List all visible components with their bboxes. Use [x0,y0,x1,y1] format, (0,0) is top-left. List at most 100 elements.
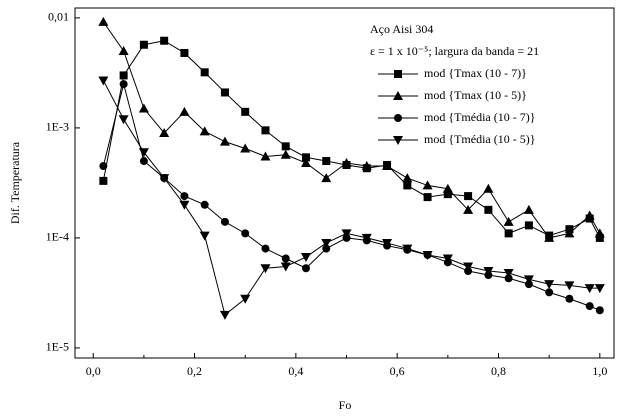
marker [219,310,230,320]
marker [99,176,108,185]
annotation: Aço Aisi 304 [370,22,433,36]
y-tick-label: 1E-4 [46,230,69,244]
marker [544,232,555,242]
y-tick-label: 1E-3 [46,120,69,134]
annotation: ε = 1 x 10⁻⁵; largura da banda = 21 [370,44,539,58]
marker [179,106,190,116]
marker [402,173,413,183]
marker [504,274,513,283]
marker [585,302,594,311]
marker [220,217,229,226]
y-tick-label: 1E-5 [46,340,69,354]
marker [199,231,210,241]
marker [159,127,170,137]
marker [595,306,604,315]
marker [281,254,290,263]
marker [394,70,402,78]
legend-label: mod {Tmax (10 - 7)} [424,66,527,80]
marker [483,183,494,193]
marker [119,80,128,89]
marker [523,275,534,285]
plot-frame [74,7,615,359]
marker [394,114,402,122]
marker [361,161,372,171]
x-tick-label: 0,6 [390,364,405,378]
marker [595,233,604,242]
marker [584,210,595,220]
marker [361,233,372,243]
marker [219,136,230,146]
marker [423,193,432,202]
marker [321,238,332,248]
marker [443,190,452,199]
marker [98,16,109,26]
marker [118,115,129,125]
marker [139,40,148,49]
x-axis-label: Fo [339,398,352,412]
marker [159,174,170,184]
x-tick-label: 0,8 [491,364,506,378]
marker [99,162,108,171]
marker [261,126,270,135]
marker [260,264,271,274]
marker [503,268,514,278]
marker [544,280,555,290]
marker [180,192,189,201]
marker [484,205,493,214]
marker [302,264,310,273]
marker [463,204,474,214]
x-tick-label: 0,4 [288,364,303,378]
marker [382,161,393,171]
marker [322,244,331,253]
marker [322,157,331,166]
marker [504,229,513,238]
marker [442,183,453,193]
marker [402,244,413,254]
series-line [102,80,600,316]
marker [302,153,310,162]
marker [119,71,128,80]
marker [422,250,433,260]
marker [422,180,433,190]
marker [98,76,109,86]
marker [118,46,129,56]
marker [393,136,403,145]
marker [523,204,534,214]
marker [220,88,229,97]
marker [240,143,251,153]
marker [179,200,190,210]
marker [564,228,575,238]
marker [138,148,149,158]
marker [301,253,311,263]
marker [321,173,332,183]
marker [503,216,514,226]
marker [403,181,412,190]
legend-label: mod {Tmédia (10 - 5)} [424,132,536,146]
marker [180,48,189,57]
marker [240,294,251,304]
y-axis-label: Dif. Temperatura [8,141,22,224]
legend-label: mod {Tmax (10 - 5)} [424,88,527,102]
marker [200,200,209,209]
marker [463,262,474,272]
marker [442,254,453,264]
marker [594,228,605,238]
marker [594,284,605,294]
marker [565,294,574,303]
marker [584,284,595,294]
marker [464,192,473,201]
marker [545,288,554,297]
marker [261,244,270,253]
marker [160,36,169,45]
marker [301,157,311,167]
x-tick-label: 0,2 [187,364,202,378]
marker [281,142,290,151]
marker [280,149,291,159]
marker [138,103,149,113]
x-tick-label: 0,0 [86,364,101,378]
marker [393,91,403,100]
y-tick-label: 0,01 [48,10,69,24]
marker [139,157,148,166]
